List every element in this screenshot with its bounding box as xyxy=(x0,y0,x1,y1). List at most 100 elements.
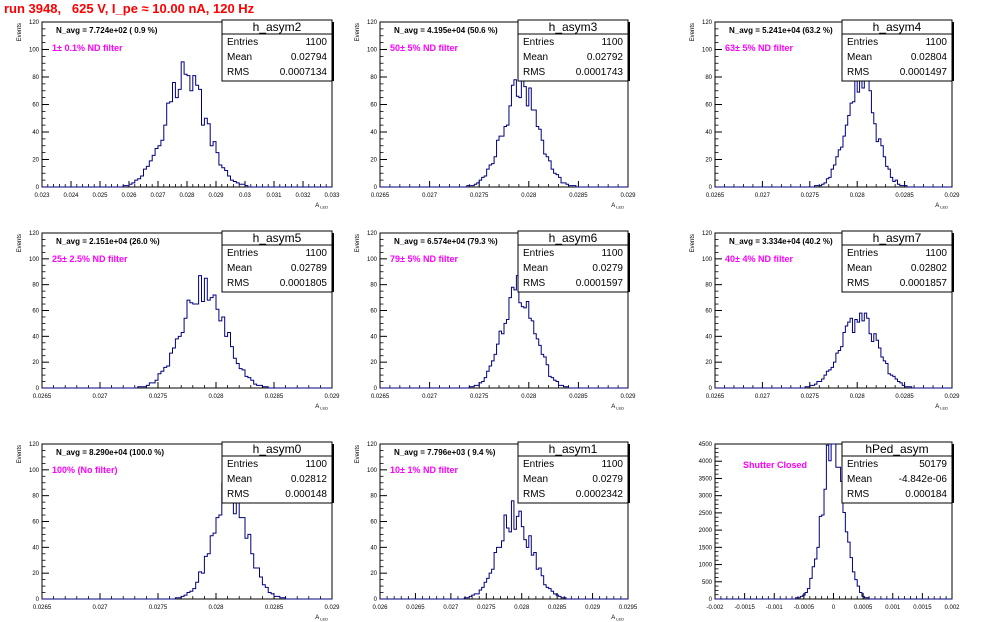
stat-value: 0.0002342 xyxy=(576,489,624,500)
y-tick-label: 120 xyxy=(29,20,40,26)
stat-label: Entries xyxy=(847,37,878,48)
y-tick-label: 20 xyxy=(370,158,377,164)
stat-value: 0.0001857 xyxy=(900,278,948,289)
stats-box-frame xyxy=(221,441,333,504)
x-axis-label: ALED xyxy=(935,203,948,210)
y-tick-label: 100 xyxy=(367,468,378,474)
stat-value: -4.842e-06 xyxy=(899,474,948,485)
stat-label: Mean xyxy=(227,263,252,274)
y-tick-label: 100 xyxy=(367,48,378,54)
filter-note: 100% (No filter) xyxy=(52,465,118,475)
x-tick-label: 0.0015 xyxy=(913,605,932,611)
stats-box-shadow xyxy=(628,22,630,81)
stats-box-shadow xyxy=(332,444,334,503)
x-tick-label: 0.027 xyxy=(422,193,438,199)
histogram-line xyxy=(715,69,952,188)
x-tick-label: 0.029 xyxy=(944,193,960,199)
x-tick-label: 0.033 xyxy=(324,193,340,199)
navg-label: N_avg = 7.796e+03 ( 9.4 %) xyxy=(394,448,496,457)
stat-label: RMS xyxy=(847,278,870,289)
y-tick-label: 100 xyxy=(367,257,378,263)
y-tick-label: 60 xyxy=(32,103,39,109)
y-tick-label: 0 xyxy=(709,386,713,392)
histogram-line xyxy=(380,275,628,389)
stat-value: 0.02794 xyxy=(291,52,328,63)
stat-value: 0.02802 xyxy=(911,263,948,274)
y-tick-label: 20 xyxy=(705,360,712,366)
y-tick-label: 80 xyxy=(370,494,377,500)
stat-label: Entries xyxy=(523,248,554,259)
y-tick-label: 0 xyxy=(374,185,378,191)
y-tick-label: 80 xyxy=(32,283,39,289)
stats-box-shadow xyxy=(952,444,954,503)
x-tick-label: 0.0005 xyxy=(854,605,873,611)
x-axis-label: ALED xyxy=(315,203,328,210)
stats-box: h_asym1 Entries 1100 Mean 0.0279 RMS 0.0002342 xyxy=(517,441,630,504)
y-tick-label: 500 xyxy=(702,580,713,586)
x-tick-label: 0.0275 xyxy=(470,394,489,400)
stat-value: 0.02792 xyxy=(587,52,624,63)
y-tick-label: 120 xyxy=(29,231,40,237)
y-axis-label: Events xyxy=(355,23,361,41)
stat-value: 0.0001597 xyxy=(576,278,624,289)
y-tick-label: 40 xyxy=(32,545,39,551)
y-tick-label: 60 xyxy=(32,309,39,315)
histogram-name: h_asym2 xyxy=(253,20,302,34)
y-tick-label: 100 xyxy=(29,257,40,263)
y-tick-label: 60 xyxy=(370,309,377,315)
x-tick-label: 0.027 xyxy=(92,605,108,611)
x-axis-label: ALED xyxy=(611,404,624,411)
x-tick-label: 0.027 xyxy=(422,394,438,400)
y-tick-label: 20 xyxy=(32,360,39,366)
stat-label: RMS xyxy=(523,278,546,289)
panel-h_asym6: 0.0265 0.027 0.0275 0.028 0.0285 0.029 0 20 40 60… xyxy=(355,230,636,411)
stat-label: RMS xyxy=(227,67,250,78)
x-tick-label: 0.0285 xyxy=(265,394,284,400)
stat-value: 1100 xyxy=(305,37,327,48)
stats-box: h_asym4 Entries 1100 Mean 0.02804 RMS 0.000149… xyxy=(841,19,954,82)
x-tick-label: 0.028 xyxy=(850,394,866,400)
y-tick-label: 120 xyxy=(367,231,378,237)
y-tick-label: 120 xyxy=(702,20,713,26)
stat-value: 0.0001805 xyxy=(280,278,328,289)
histogram-line xyxy=(715,443,952,600)
x-tick-label: 0.028 xyxy=(208,605,224,611)
y-tick-label: 0 xyxy=(36,597,40,603)
stats-box-shadow xyxy=(952,22,954,81)
x-tick-label: 0.028 xyxy=(208,394,224,400)
histogram-name: h_asym5 xyxy=(253,231,302,245)
histogram-name: h_asym0 xyxy=(253,442,302,456)
y-tick-label: 40 xyxy=(370,130,377,136)
stat-value: 0.02812 xyxy=(291,474,328,485)
x-tick-label: 0.029 xyxy=(324,605,340,611)
stats-box: h_asym7 Entries 1100 Mean 0.02802 RMS 0.000185… xyxy=(841,230,954,293)
x-tick-label: 0.0285 xyxy=(895,394,914,400)
y-axis-label: Events xyxy=(17,23,23,41)
x-tick-label: 0.0265 xyxy=(706,193,725,199)
x-tick-label: 0.025 xyxy=(92,193,108,199)
stat-label: RMS xyxy=(227,489,250,500)
stat-label: Mean xyxy=(523,474,548,485)
y-tick-label: 40 xyxy=(32,334,39,340)
x-tick-label: 0.027 xyxy=(443,605,459,611)
y-tick-label: 120 xyxy=(29,442,40,448)
histogram-line xyxy=(42,275,332,389)
stats-box-shadow xyxy=(628,444,630,503)
y-tick-label: 60 xyxy=(705,103,712,109)
x-tick-label: 0.0265 xyxy=(371,193,390,199)
y-tick-label: 120 xyxy=(367,442,378,448)
x-tick-label: 0.03 xyxy=(239,193,251,199)
x-tick-label: 0.029 xyxy=(324,394,340,400)
stats-box-shadow xyxy=(332,22,334,81)
y-tick-label: 40 xyxy=(705,334,712,340)
histogram-line xyxy=(380,75,628,188)
stats-box-frame xyxy=(841,441,953,504)
stats-box-frame xyxy=(517,19,629,82)
panel-h_asym2: 0.023 0.024 0.025 0.026 0.027 0.028 0.029 0.03 0… xyxy=(17,19,340,210)
x-tick-label: 0 xyxy=(832,605,836,611)
stat-label: Entries xyxy=(847,248,878,259)
stats-box: h_asym5 Entries 1100 Mean 0.02789 RMS 0.000180… xyxy=(221,230,334,293)
stats-box-shadow xyxy=(628,233,630,292)
navg-label: N_avg = 8.290e+04 (100.0 %) xyxy=(56,448,164,457)
stat-value: 1100 xyxy=(305,459,327,470)
